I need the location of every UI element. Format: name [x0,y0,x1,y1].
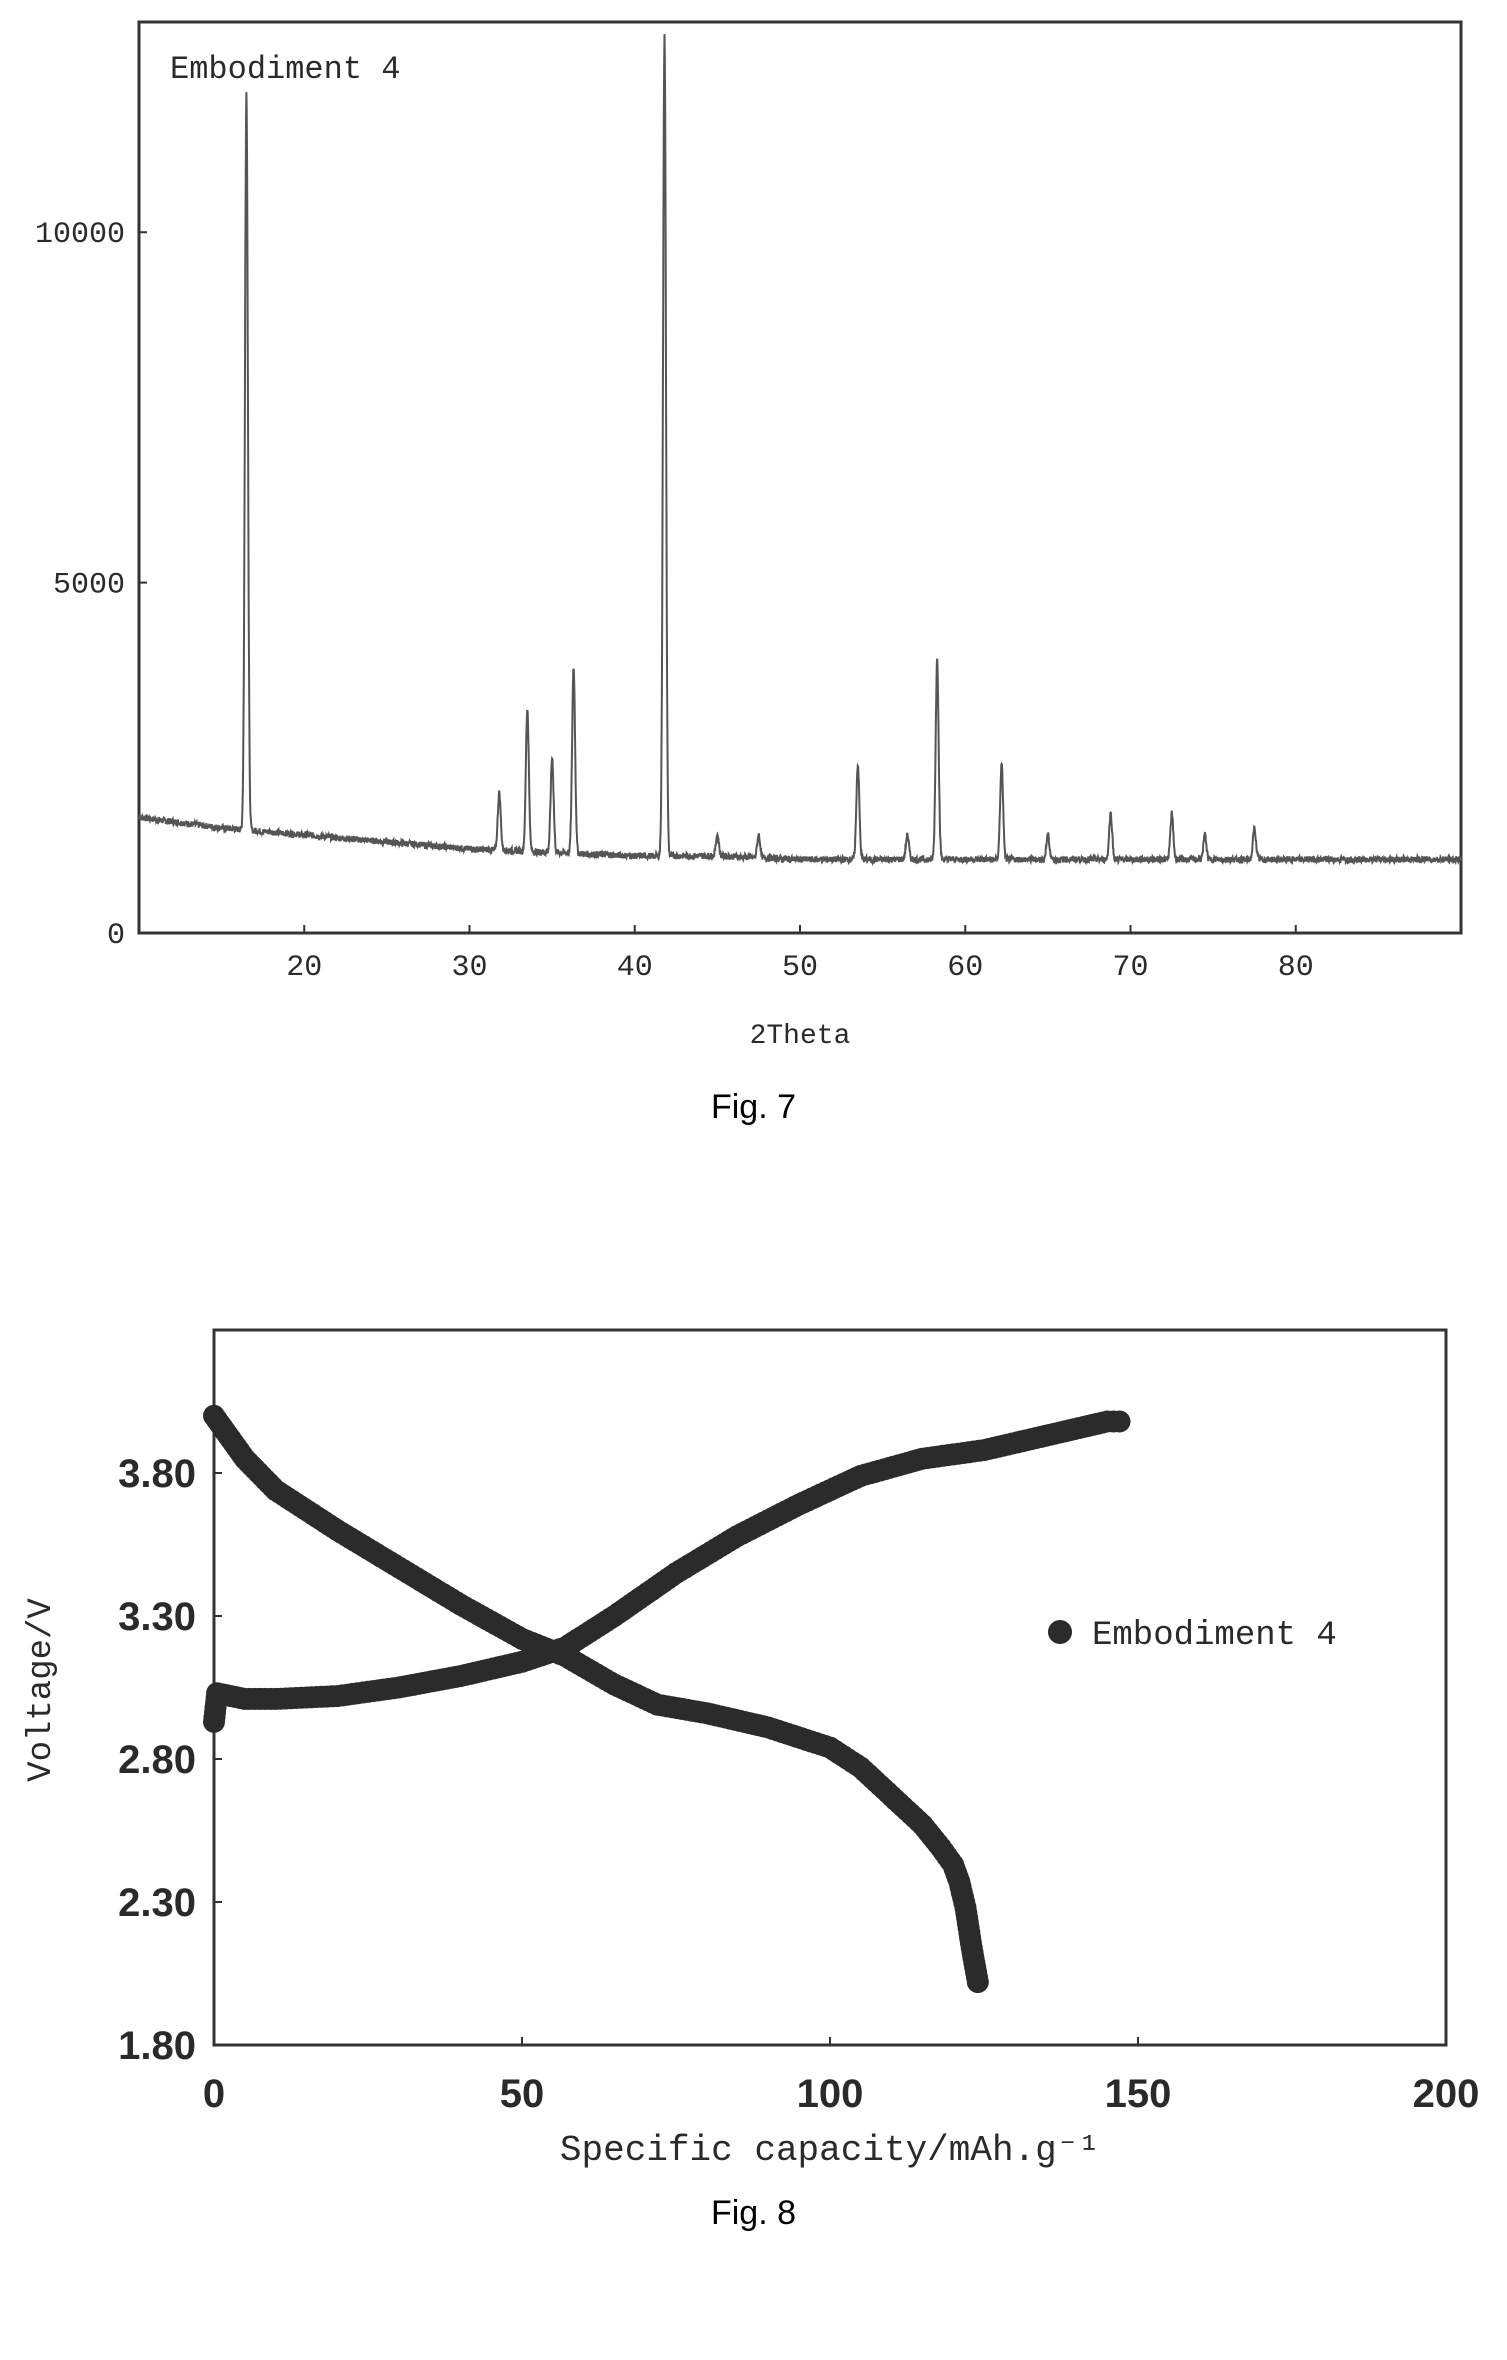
xrd-x-tick-label: 70 [1112,951,1148,985]
xrd-plot-frame [137,20,1463,935]
vc-x-axis-label: Specific capacity/mAh.g⁻¹ [560,2130,1100,2170]
xrd-pattern-line [138,34,1462,867]
vc-legend-label: Embodiment 4 [1092,1617,1337,1655]
xrd-chart: 20 30 40 50 60 70 80 0 5000 10000 Embodiment 4 2… [35,20,1463,1052]
xrd-x-tick-label: 80 [1278,951,1314,985]
vc-x-tick-label: 100 [797,2072,864,2116]
xrd-x-tick-label: 40 [617,951,653,985]
charge-data-point [1108,1410,1131,1433]
voltage-capacity-chart: 0 50 100 150 200 1.80 2.30 2.80 3.30 3.80 Embodi… [23,1328,1480,2170]
figure-8-caption: Fig. 8 [710,2194,797,2232]
xrd-y-tick-label: 0 [107,919,125,953]
vc-x-tick-label: 0 [203,2072,225,2116]
xrd-x-tick-label: 20 [286,951,322,985]
vc-y-tick-label: 2.30 [118,1881,196,1925]
vc-x-tick-label: 150 [1105,2072,1172,2116]
xrd-x-axis-label: 2Theta [750,1021,851,1052]
vc-y-tick-label: 3.80 [118,1452,196,1496]
vc-x-tick-label: 200 [1413,2072,1480,2116]
figure-7-caption: Fig. 7 [710,1088,797,1126]
xrd-y-tick-label: 10000 [35,218,125,252]
vc-y-tick-label: 3.30 [118,1595,196,1639]
xrd-x-tick-label: 60 [947,951,983,985]
vc-y-tick-label: 2.80 [118,1738,196,1782]
vc-y-axis-label: Voltage/V [23,1598,61,1782]
xrd-x-tick-label: 30 [451,951,487,985]
xrd-y-tick-label: 5000 [53,569,125,603]
discharge-data-point [966,1971,989,1994]
xrd-x-tick-label: 50 [782,951,818,985]
vc-y-tick-label: 1.80 [118,2024,196,2068]
xrd-legend-label: Embodiment 4 [170,51,400,88]
vc-x-tick-label: 50 [500,2072,545,2116]
vc-legend-marker [1048,1620,1072,1644]
